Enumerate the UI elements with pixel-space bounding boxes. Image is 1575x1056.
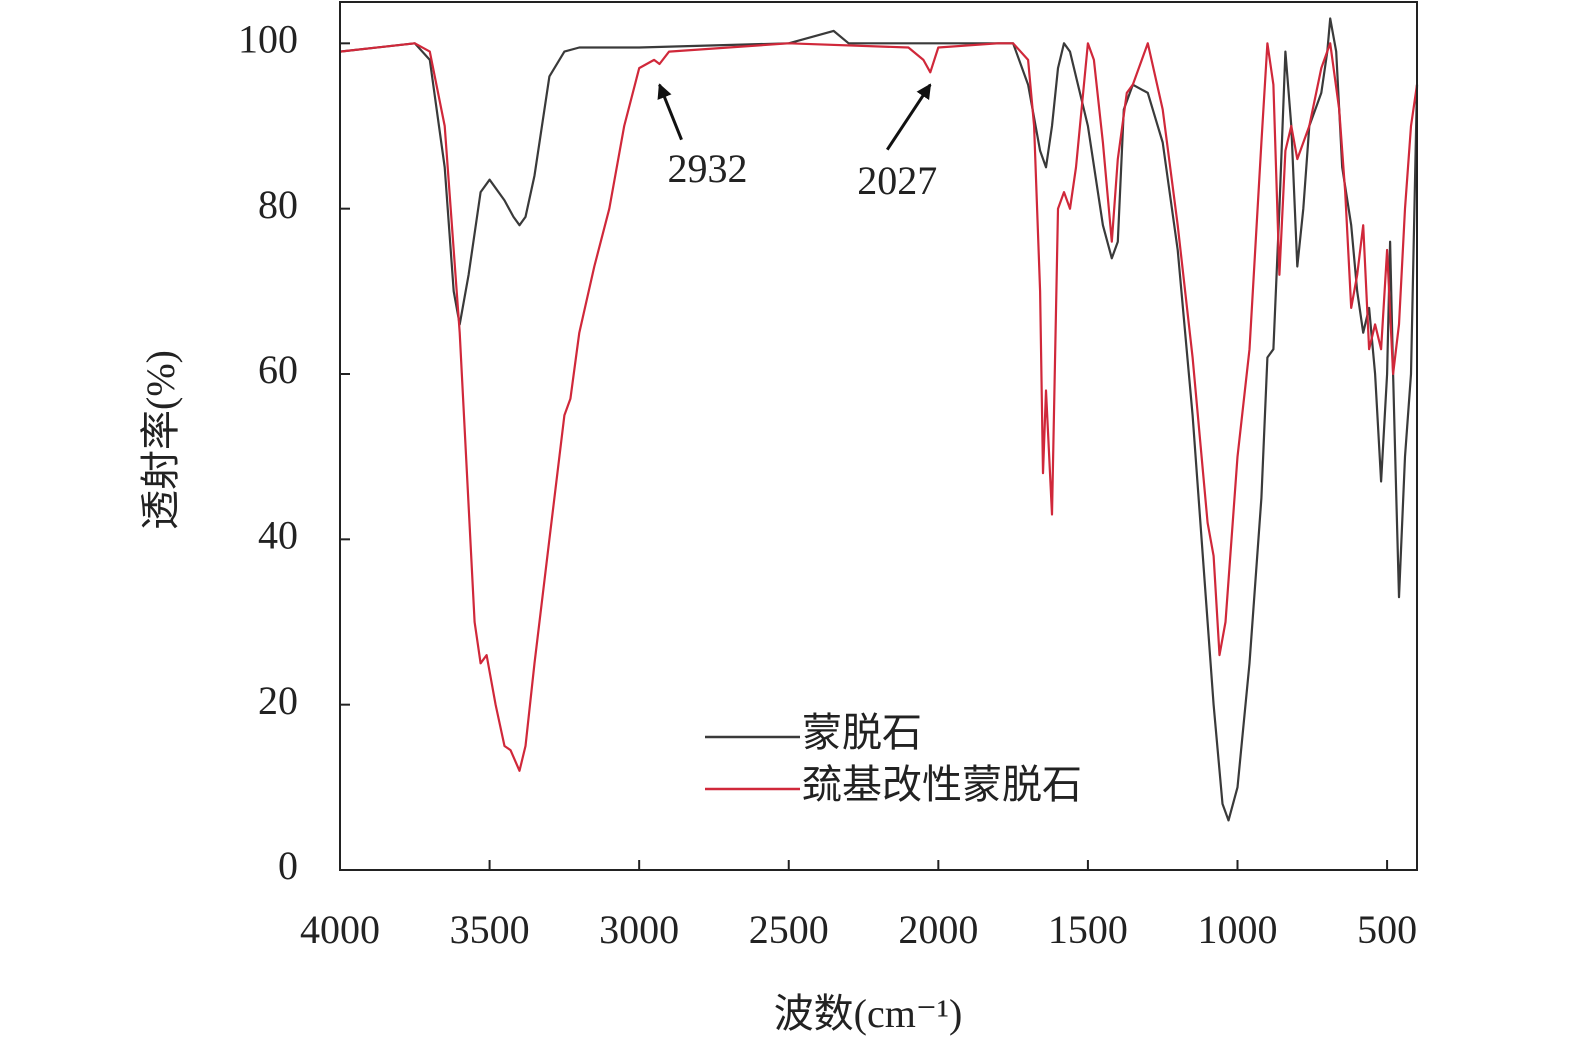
annotation-label: 2932 (668, 146, 748, 191)
y-tick-label: 40 (258, 513, 298, 558)
y-tick-label: 80 (258, 182, 298, 227)
x-tick-label: 500 (1357, 907, 1417, 952)
x-tick-label: 4000 (300, 907, 380, 952)
x-tick-label: 3000 (599, 907, 679, 952)
annotation-label: 2027 (857, 158, 937, 203)
y-tick-label: 20 (258, 678, 298, 723)
annotation-arrow (657, 83, 683, 141)
x-tick-label: 2000 (898, 907, 978, 952)
x-tick-label: 3500 (450, 907, 530, 952)
x-tick-label: 1000 (1198, 907, 1278, 952)
legend-label: 蒙脱石 (802, 710, 922, 755)
x-tick-label: 1500 (1048, 907, 1128, 952)
y-axis-label: 透射率(%) (138, 350, 183, 530)
x-tick-label: 2500 (749, 907, 829, 952)
series-line (339, 17, 1419, 822)
x-axis-label: 波数(cm⁻¹) (774, 991, 963, 1036)
y-tick-label: 60 (258, 347, 298, 392)
y-tick-label: 0 (278, 843, 298, 888)
y-tick-label: 100 (238, 17, 298, 62)
annotation-arrow (886, 83, 932, 151)
plot-frame (339, 1, 1418, 871)
legend-label: 巯基改性蒙脱石 (802, 762, 1082, 807)
series-line (339, 42, 1419, 772)
